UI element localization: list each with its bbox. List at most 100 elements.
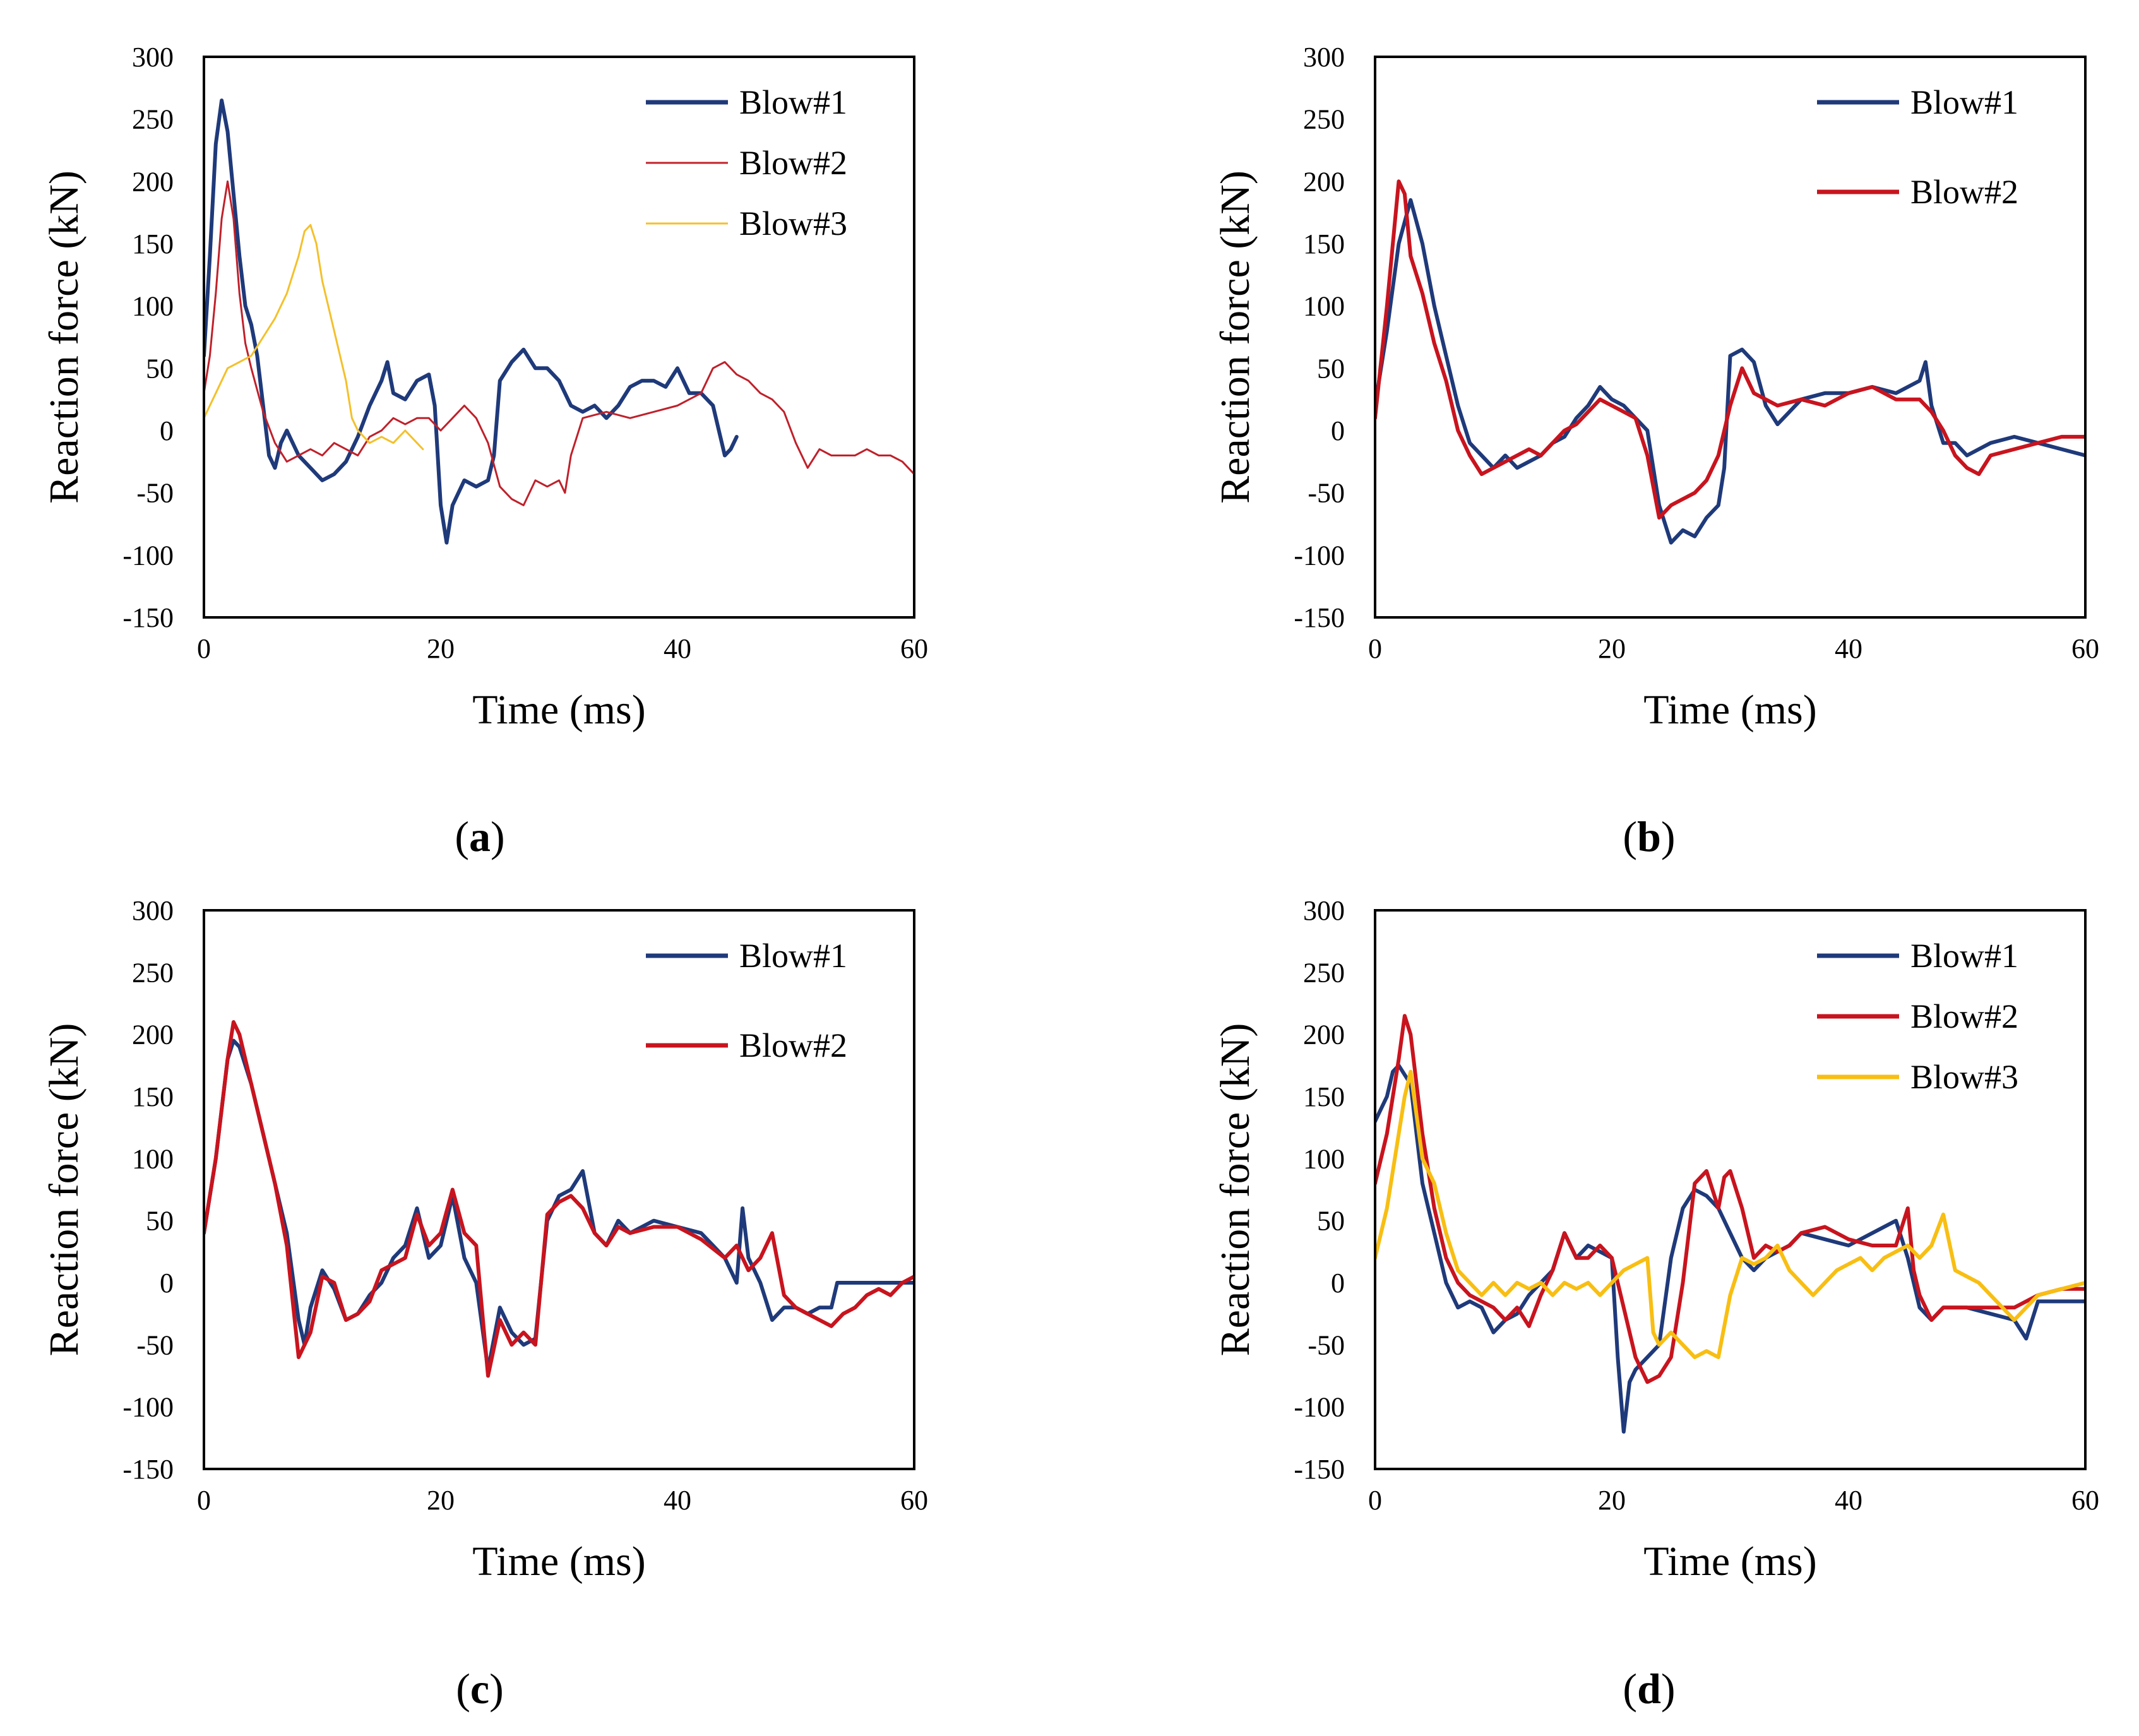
y-tick-label: 250 [132, 957, 174, 988]
y-axis-title: Reaction force (kN) [41, 170, 87, 504]
x-tick-label: 40 [664, 1485, 691, 1516]
chart-panel-a: 300 250 200 150 100 50 0 -50 -100 -150 0 20 40 60 Time… [41, 42, 928, 860]
legend-label: Blow#2 [739, 144, 847, 182]
legend-label: Blow#2 [739, 1026, 847, 1064]
y-tick-label: 250 [1303, 957, 1345, 988]
y-axis-title: Reaction force (kN) [1212, 1023, 1258, 1357]
legend-label: Blow#3 [1910, 1058, 2018, 1096]
plot-frame [203, 909, 915, 1470]
y-tick-label: -100 [1294, 540, 1345, 571]
x-tick-label: 20 [1598, 1485, 1626, 1516]
x-tick-label: 60 [2071, 1485, 2099, 1516]
series-line-blow-1 [204, 1038, 914, 1372]
y-tick-label: 0 [1331, 1268, 1345, 1299]
legend: Blow#1 Blow#2 [1817, 83, 2018, 211]
x-tick-label: 60 [900, 633, 928, 664]
panel-caption: (c) [456, 1665, 504, 1713]
y-tick-label: 150 [1303, 229, 1345, 259]
y-tick-label: 200 [1303, 1020, 1345, 1050]
y-tick-label: 200 [132, 166, 174, 197]
x-tick-label: 40 [1835, 633, 1862, 664]
y-tick-label: 300 [132, 895, 174, 926]
y-tick-label: 0 [1331, 415, 1345, 446]
y-tick-label: 150 [1303, 1081, 1345, 1112]
y-tick-label: 50 [146, 353, 174, 384]
y-tick-label: 100 [132, 1143, 174, 1174]
y-tick-label: -100 [122, 540, 174, 571]
series-line-blow-3 [1375, 1069, 2085, 1359]
chart-panel-c: 300 250 200 150 100 50 0 -50 -100 -150 0 20 40 60 Time… [41, 895, 928, 1713]
series-line-blow-3 [204, 223, 424, 451]
chart-panel-b: 300 250 200 150 100 50 0 -50 -100 -150 0 20 40 60 Time… [1212, 42, 2099, 860]
series-group [1375, 179, 2085, 545]
x-tick-label: 0 [197, 1485, 211, 1516]
legend: Blow#1 Blow#2 Blow#3 [646, 83, 847, 242]
series-group [204, 98, 914, 545]
y-tick-label: 300 [1303, 42, 1345, 73]
x-tick-label: 40 [1835, 1485, 1862, 1516]
x-tick-label: 60 [2071, 633, 2099, 664]
legend-label: Blow#1 [739, 83, 847, 121]
series-line-blow-2 [204, 1020, 914, 1378]
legend-label: Blow#1 [1910, 83, 2018, 121]
legend-label: Blow#2 [1910, 173, 2018, 211]
plot-frame [203, 56, 915, 619]
y-axis-title: Reaction force (kN) [1212, 170, 1258, 504]
y-tick-label: 200 [1303, 166, 1345, 197]
legend-label: Blow#1 [739, 937, 847, 975]
y-tick-label: 50 [1317, 1206, 1345, 1237]
panel-caption: (a) [455, 812, 504, 860]
series-line-blow-1 [1375, 198, 2085, 545]
x-tick-label: 0 [1368, 1485, 1382, 1516]
legend: Blow#1 Blow#2 [646, 937, 847, 1064]
y-tick-label: 50 [1317, 353, 1345, 384]
y-tick-label: 250 [132, 104, 174, 135]
series-line-blow-2 [1375, 1014, 2085, 1384]
series-group [204, 1020, 914, 1378]
x-axis-title: Time (ms) [1643, 1538, 1816, 1584]
legend-label: Blow#2 [1910, 997, 2018, 1035]
x-tick-label: 20 [1598, 633, 1626, 664]
x-tick-label: 0 [1368, 633, 1382, 664]
y-tick-label: -100 [1294, 1392, 1345, 1423]
y-tick-label: -150 [122, 602, 174, 633]
legend-label: Blow#1 [1910, 937, 2018, 975]
panel-caption: (d) [1623, 1665, 1675, 1713]
series-group [1375, 1014, 2085, 1434]
series-line-blow-1 [1375, 1063, 2085, 1434]
plot-frame [1374, 56, 2087, 619]
y-tick-label: -50 [1308, 1329, 1345, 1360]
y-tick-label: 50 [146, 1206, 174, 1237]
x-axis-title: Time (ms) [1643, 687, 1816, 733]
y-tick-label: 0 [160, 1268, 174, 1299]
y-tick-label: -50 [1308, 478, 1345, 509]
y-tick-label: 100 [132, 291, 174, 322]
x-tick-label: 20 [427, 633, 455, 664]
x-tick-label: 20 [427, 1485, 455, 1516]
y-axis-title: Reaction force (kN) [41, 1023, 87, 1357]
series-line-blow-2 [204, 180, 914, 506]
x-tick-label: 60 [900, 1485, 928, 1516]
x-tick-label: 40 [664, 633, 691, 664]
x-tick-label: 0 [197, 633, 211, 664]
y-tick-label: -50 [136, 478, 174, 509]
y-tick-label: 300 [132, 42, 174, 73]
y-tick-label: -150 [1294, 602, 1345, 633]
y-tick-label: -150 [122, 1454, 174, 1485]
y-tick-label: -150 [1294, 1454, 1345, 1485]
y-tick-label: 100 [1303, 291, 1345, 322]
y-tick-label: 150 [132, 229, 174, 259]
panel-caption: (b) [1623, 812, 1675, 860]
x-axis-title: Time (ms) [472, 687, 645, 733]
y-tick-label: 0 [160, 415, 174, 446]
y-tick-label: 150 [132, 1081, 174, 1112]
y-tick-label: -50 [136, 1329, 174, 1360]
legend: Blow#1 Blow#2 Blow#3 [1817, 937, 2018, 1096]
chart-panel-d: 300 250 200 150 100 50 0 -50 -100 -150 0 20 40 60 Time… [1212, 895, 2099, 1713]
series-line-blow-1 [204, 98, 739, 545]
y-tick-label: 300 [1303, 895, 1345, 926]
series-line-blow-2 [1375, 179, 2085, 520]
y-tick-label: 200 [132, 1020, 174, 1050]
legend-label: Blow#3 [739, 205, 847, 242]
